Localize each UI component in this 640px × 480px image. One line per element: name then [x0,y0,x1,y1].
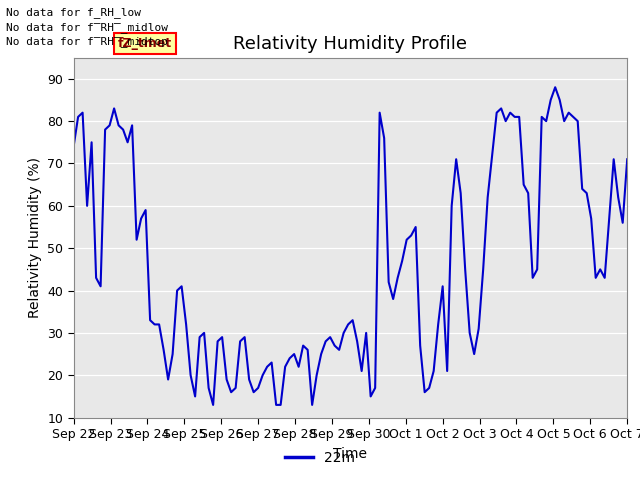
Title: Relativity Humidity Profile: Relativity Humidity Profile [234,35,467,53]
Text: fZ_tmet: fZ_tmet [118,37,172,50]
Text: No data for f_RH_low: No data for f_RH_low [6,7,141,18]
Text: No data for f̅RH̅_midtop: No data for f̅RH̅_midtop [6,36,168,47]
Y-axis label: Relativity Humidity (%): Relativity Humidity (%) [28,157,42,318]
Legend: 22m: 22m [280,445,360,471]
Text: No data for f̅RH̅_midlow: No data for f̅RH̅_midlow [6,22,168,33]
X-axis label: Time: Time [333,446,367,461]
